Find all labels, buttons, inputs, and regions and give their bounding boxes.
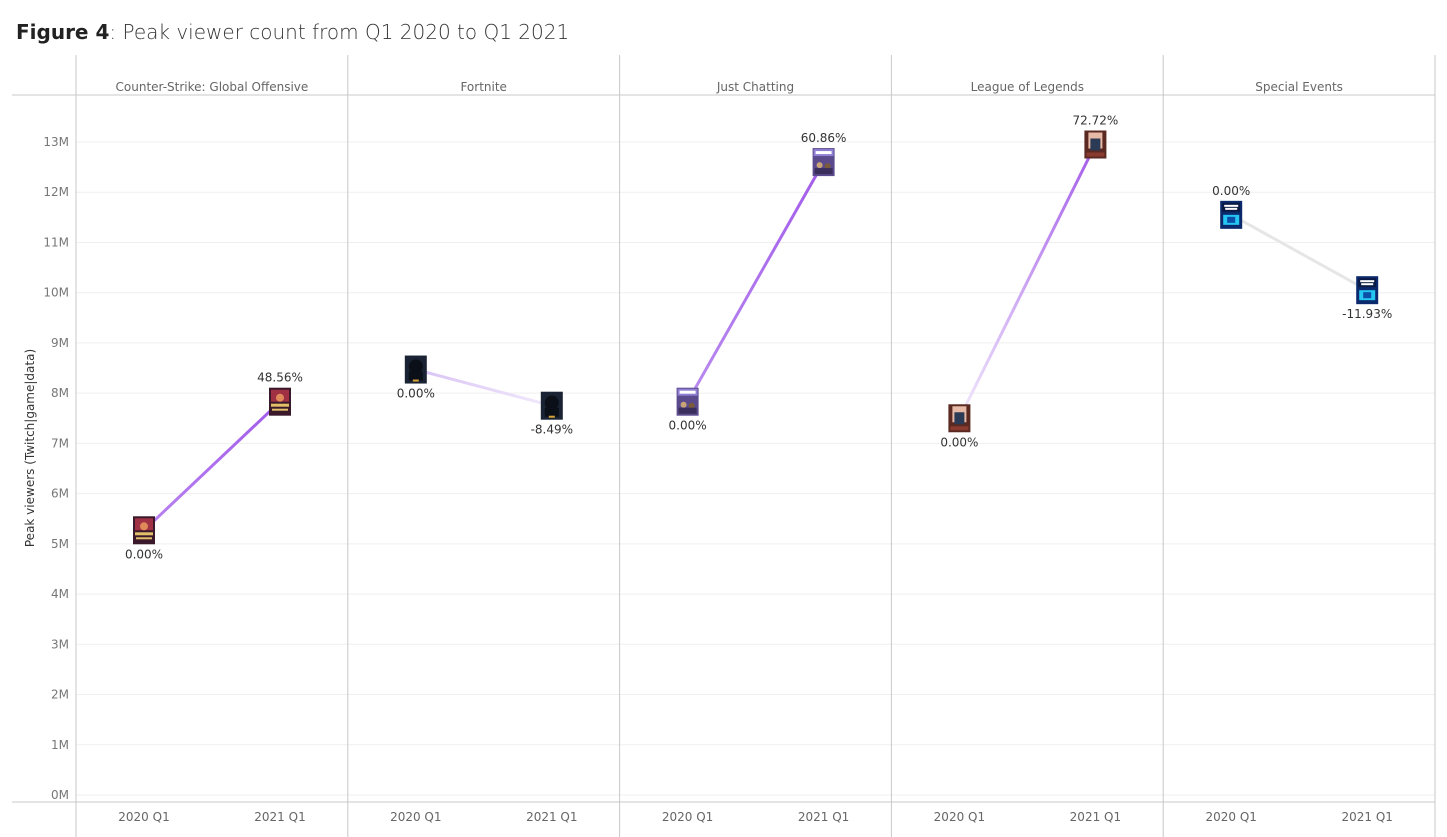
series-line xyxy=(414,368,554,408)
panel: Counter-Strike: Global Offensive 2020 Q1 2… xyxy=(116,80,309,824)
y-tick-label: 3M xyxy=(51,637,69,651)
x-tick-label: 2021 Q1 xyxy=(526,810,577,824)
x-tick-label: 2020 Q1 xyxy=(662,810,713,824)
data-label: -8.49% xyxy=(531,423,573,437)
figure-caption: : Peak viewer count from Q1 2020 to Q1 2… xyxy=(109,20,570,44)
dark-hooded-figure-cover-icon xyxy=(404,355,427,384)
data-label: 0.00% xyxy=(397,387,435,401)
y-tick-label: 8M xyxy=(51,386,69,400)
y-tick-label: 2M xyxy=(51,688,69,702)
data-label: 72.72% xyxy=(1073,114,1119,128)
y-axis: 0M 1M 2M 3M 4M 5M 6M 7M 8M 9M 10M 11M 12M 13M xyxy=(43,135,69,802)
y-tick-label: 10M xyxy=(43,286,69,300)
data-label: 0.00% xyxy=(125,547,163,561)
y-axis-label: Peak viewers (Twitch|game|data) xyxy=(23,349,37,547)
x-tick-label: 2021 Q1 xyxy=(1341,810,1392,824)
portrait-cover-icon xyxy=(948,404,971,433)
figure-number: Figure 4 xyxy=(16,20,110,44)
y-tick-label: 6M xyxy=(51,487,69,501)
gridlines xyxy=(76,141,1435,796)
panel-title: Special Events xyxy=(1255,80,1343,94)
x-tick-label: 2020 Q1 xyxy=(390,810,441,824)
chart-title: Figure 4: Peak viewer count from Q1 2020… xyxy=(16,20,569,44)
series-line xyxy=(142,400,282,532)
y-tick-label: 1M xyxy=(51,738,69,752)
y-tick-label: 13M xyxy=(43,135,69,149)
data-label: 48.56% xyxy=(257,371,303,385)
data-label: 0.00% xyxy=(669,419,707,433)
x-tick-label: 2020 Q1 xyxy=(1205,810,1256,824)
series-line xyxy=(1229,213,1369,292)
y-tick-label: 7M xyxy=(51,436,69,450)
x-tick-label: 2020 Q1 xyxy=(934,810,985,824)
fortnite-cover-icon xyxy=(676,387,699,416)
y-tick-label: 0M xyxy=(51,788,69,802)
panel: Special Events 2020 Q1 2021 Q1 0.00% -11.93% xyxy=(1205,80,1392,824)
league-of-legends-cover-icon xyxy=(269,387,291,416)
x-tick-label: 2021 Q1 xyxy=(254,810,305,824)
panel: Just Chatting 2020 Q1 2021 Q1 0.00% 60.86% xyxy=(662,80,849,824)
data-label: 0.00% xyxy=(1212,184,1250,198)
panel: Fortnite 2020 Q1 2021 Q1 0.00% -8.49% xyxy=(390,80,577,824)
panel-title: Just Chatting xyxy=(716,80,794,94)
panels: Counter-Strike: Global Offensive 2020 Q1 2… xyxy=(116,80,1393,824)
panel-title: League of Legends xyxy=(971,80,1084,94)
fortnite-cover-icon xyxy=(812,148,835,177)
league-of-legends-cover-icon xyxy=(133,516,155,545)
data-label: 0.00% xyxy=(940,435,978,449)
y-tick-label: 5M xyxy=(51,537,69,551)
special-events-cover-icon xyxy=(1356,276,1379,305)
y-tick-label: 9M xyxy=(51,336,69,350)
panel: League of Legends 2020 Q1 2021 Q1 0.00% 72.7… xyxy=(934,80,1121,824)
series-line xyxy=(686,160,826,404)
dark-hooded-figure-cover-icon xyxy=(540,391,563,420)
panel-title: Fortnite xyxy=(460,80,506,94)
portrait-cover-icon xyxy=(1084,130,1107,159)
x-tick-label: 2021 Q1 xyxy=(798,810,849,824)
series-line xyxy=(957,143,1097,420)
y-tick-label: 11M xyxy=(43,235,69,249)
data-label: 60.86% xyxy=(801,131,847,145)
x-tick-label: 2021 Q1 xyxy=(1070,810,1121,824)
y-tick-label: 12M xyxy=(43,185,69,199)
panel-frame xyxy=(12,55,1436,837)
data-label: -11.93% xyxy=(1342,307,1392,321)
special-events-cover-icon xyxy=(1220,200,1243,229)
y-tick-label: 4M xyxy=(51,587,69,601)
x-tick-label: 2020 Q1 xyxy=(118,810,169,824)
panel-title: Counter-Strike: Global Offensive xyxy=(116,80,309,94)
